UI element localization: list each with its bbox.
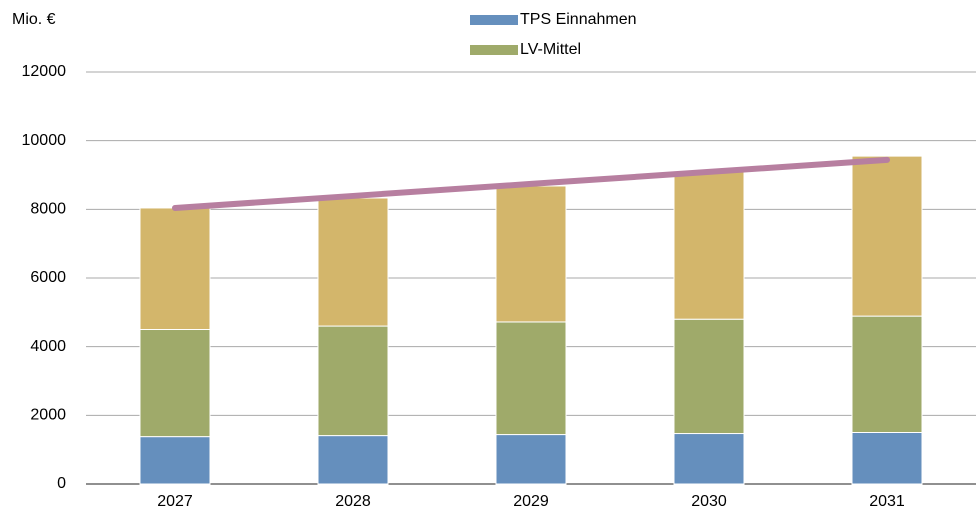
- bar-segment: [317, 435, 389, 485]
- bar-segment: [317, 197, 389, 327]
- bar-segment: [495, 321, 567, 436]
- bar-segment: [673, 171, 745, 320]
- y-axis-label: Mio. €: [12, 11, 56, 28]
- bar-segment: [851, 315, 923, 433]
- bar-segment: [139, 436, 211, 485]
- x-tick-label: 2027: [157, 493, 193, 510]
- legend-label: LV-Mittel: [520, 41, 581, 58]
- x-tick-label: 2031: [869, 493, 905, 510]
- bar-segment: [317, 325, 389, 437]
- bar-segment: [139, 329, 211, 438]
- y-tick-label: 10000: [22, 132, 67, 149]
- legend-label: TPS Einnahmen: [520, 11, 637, 28]
- bar-segment: [673, 318, 745, 435]
- bar-segment: [139, 207, 211, 331]
- bar-segment: [673, 433, 745, 485]
- x-tick-label: 2029: [513, 493, 549, 510]
- x-tick-label: 2028: [335, 493, 371, 510]
- bar-segment: [851, 155, 923, 317]
- legend-swatch: [470, 15, 518, 25]
- bar-segment: [495, 185, 567, 323]
- line: [172, 156, 890, 211]
- y-tick-label: 8000: [30, 201, 66, 218]
- y-tick-label: 4000: [30, 338, 66, 355]
- x-tick-label: 2030: [691, 493, 727, 510]
- y-tick-label: 2000: [30, 407, 66, 424]
- y-tick-label: 0: [57, 475, 66, 492]
- bar-segment: [851, 432, 923, 485]
- y-tick-label: 12000: [22, 63, 67, 80]
- y-tick-label: 6000: [30, 269, 66, 286]
- bar-segment: [495, 434, 567, 485]
- legend-swatch: [470, 45, 518, 55]
